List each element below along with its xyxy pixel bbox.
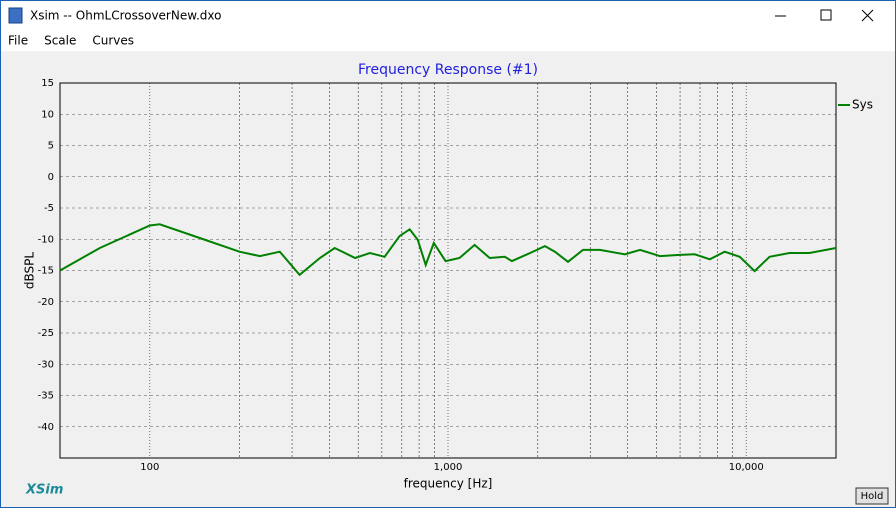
y-tick-label: -25 bbox=[38, 328, 54, 339]
y-tick-label: -10 bbox=[38, 234, 54, 245]
x-tick-label: 10,000 bbox=[729, 462, 764, 473]
y-tick-label: 15 bbox=[41, 78, 54, 89]
y-tick-label: -30 bbox=[38, 359, 54, 370]
hold-button-label[interactable]: Hold bbox=[861, 491, 884, 502]
menu-item[interactable]: Curves bbox=[92, 34, 134, 48]
y-tick-label: 0 bbox=[48, 172, 54, 183]
series-line bbox=[59, 223, 837, 277]
y-tick-label: -35 bbox=[38, 391, 54, 402]
x-tick-label: 100 bbox=[140, 462, 159, 473]
y-tick-label: -20 bbox=[38, 297, 54, 308]
y-tick-label: -15 bbox=[38, 266, 54, 277]
app-icon bbox=[8, 7, 23, 24]
hold-button[interactable] bbox=[855, 487, 889, 505]
window-title: Xsim -- OhmLCrossoverNew.dxo bbox=[30, 9, 221, 23]
legend-label: Sys bbox=[852, 98, 873, 112]
close-button[interactable] bbox=[861, 9, 874, 22]
x-tick-label: 1,000 bbox=[434, 462, 463, 473]
maximize-button[interactable] bbox=[820, 9, 832, 21]
chart-title: Frequency Response (#1) bbox=[358, 62, 538, 78]
y-axis-label: dBSPL bbox=[23, 252, 37, 289]
menu-item[interactable]: Scale bbox=[44, 34, 76, 48]
y-tick-label: -5 bbox=[44, 203, 54, 214]
y-tick-label: -40 bbox=[38, 422, 54, 433]
y-tick-label: 5 bbox=[48, 141, 54, 152]
brand: XSim bbox=[25, 483, 63, 498]
y-tick-label: 10 bbox=[41, 109, 54, 120]
title-bar bbox=[1, 1, 895, 31]
x-axis-label: frequency [Hz] bbox=[404, 477, 493, 491]
menu-bar bbox=[1, 31, 895, 51]
menu-item[interactable]: File bbox=[8, 34, 28, 48]
